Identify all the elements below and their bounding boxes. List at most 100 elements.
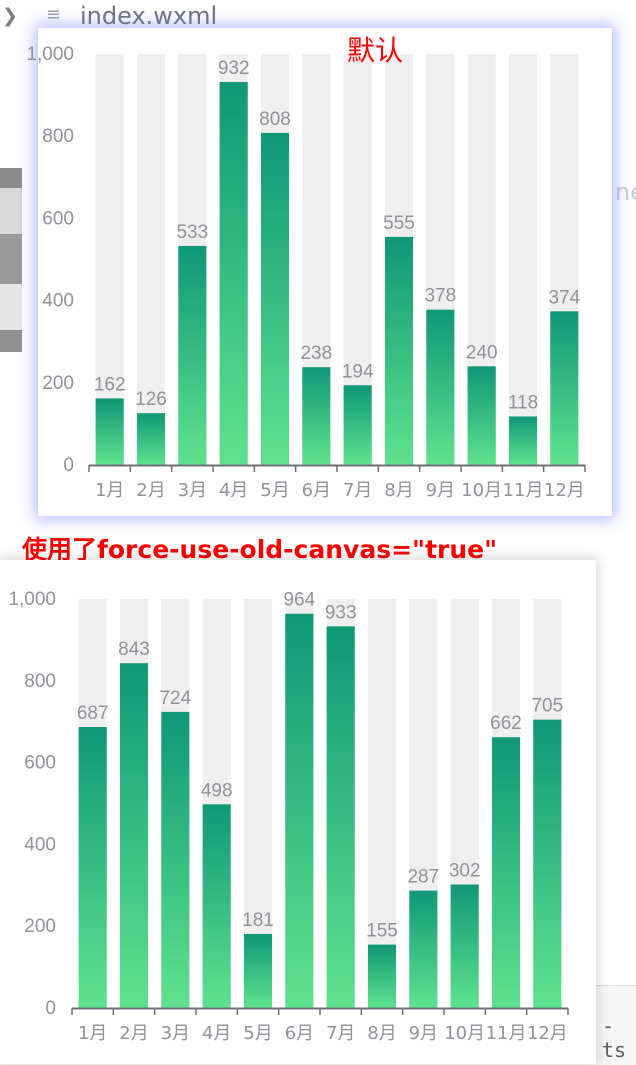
chart-panel-default: 0 200 400 600 800 1,000 162 1月 126 2月 533 3月 932 4月 80… xyxy=(26,28,612,516)
data-label: 932 xyxy=(218,58,250,79)
bottom-panel xyxy=(596,985,636,1065)
data-label: 662 xyxy=(490,713,522,734)
data-label: 555 xyxy=(383,213,415,234)
data-label: 194 xyxy=(342,361,374,382)
data-label: 724 xyxy=(159,688,191,709)
bar-background xyxy=(136,54,166,465)
bar-background xyxy=(95,54,124,465)
x-tick-label: 6月 xyxy=(285,1023,314,1044)
bar[interactable] xyxy=(326,626,355,1008)
data-label: 933 xyxy=(325,602,357,623)
x-tick-label: 2月 xyxy=(136,480,165,501)
x-tick-label: 8月 xyxy=(367,1023,396,1044)
x-tick-label: 11月 xyxy=(503,480,544,501)
data-label: 302 xyxy=(449,860,481,881)
y-tick-label: 400 xyxy=(24,834,56,855)
y-tick-label: 400 xyxy=(42,291,74,312)
x-tick-label: 12月 xyxy=(527,1023,568,1044)
y-tick-label: 600 xyxy=(42,208,74,229)
bar[interactable] xyxy=(78,727,107,1008)
y-tick-label: 200 xyxy=(42,373,74,394)
bar[interactable] xyxy=(136,413,166,465)
bar-chart-old-canvas: 0 200 400 600 800 1,000 687 1月 843 2月 724 3月 498 4月 18… xyxy=(8,589,569,1044)
x-tick-label: 2月 xyxy=(119,1023,148,1044)
terminal-fragment: - ts xyxy=(602,1014,627,1062)
bar-background xyxy=(367,599,397,1008)
y-tick-label: 800 xyxy=(24,671,56,692)
y-tick-label: 1,000 xyxy=(8,589,56,610)
file-lines-icon: ≡ xyxy=(46,4,62,25)
bar[interactable] xyxy=(367,944,397,1008)
x-tick-label: 7月 xyxy=(326,1023,355,1044)
bar[interactable] xyxy=(467,366,496,465)
data-label: 238 xyxy=(300,343,332,364)
x-tick-label: 7月 xyxy=(343,480,372,501)
x-tick-label: 12月 xyxy=(544,480,585,501)
x-tick-label: 11月 xyxy=(486,1023,527,1044)
bar[interactable] xyxy=(491,737,521,1008)
x-tick-label: 5月 xyxy=(260,480,289,501)
data-label: 808 xyxy=(259,109,291,130)
bar[interactable] xyxy=(450,884,479,1008)
bar[interactable] xyxy=(178,245,207,465)
bar[interactable] xyxy=(550,311,579,465)
bar[interactable] xyxy=(243,933,273,1008)
data-label: 964 xyxy=(283,590,315,611)
bar[interactable] xyxy=(202,804,231,1008)
chart-panel-old-canvas: 0 200 400 600 800 1,000 687 1月 843 2月 724 3月 498 4月 18… xyxy=(0,560,596,1064)
x-tick-label: 1月 xyxy=(78,1023,107,1044)
data-label: 705 xyxy=(531,696,563,717)
caption-default: 默认 xyxy=(347,34,404,67)
x-tick-label: 5月 xyxy=(243,1023,272,1044)
bar[interactable] xyxy=(384,236,414,465)
y-tick-label: 1,000 xyxy=(26,44,74,65)
bar[interactable] xyxy=(533,719,562,1008)
bar[interactable] xyxy=(260,132,290,466)
data-label: 533 xyxy=(176,222,208,243)
bar[interactable] xyxy=(95,398,124,465)
data-label: 155 xyxy=(366,921,398,942)
bar[interactable] xyxy=(508,416,538,465)
data-label: 162 xyxy=(94,374,126,395)
x-tick-label: 3月 xyxy=(161,1023,190,1044)
data-label: 118 xyxy=(508,393,538,414)
x-tick-label: 6月 xyxy=(302,480,331,501)
chevron-right-icon[interactable]: ❯ xyxy=(2,5,18,27)
bar[interactable] xyxy=(119,663,149,1008)
file-name[interactable]: index.wxml xyxy=(80,2,218,30)
side-thumbnails xyxy=(0,168,40,356)
x-tick-label: 8月 xyxy=(384,480,413,501)
bar[interactable] xyxy=(285,613,314,1008)
data-label: 378 xyxy=(424,286,456,307)
bar[interactable] xyxy=(161,711,190,1008)
y-tick-label: 0 xyxy=(45,998,56,1019)
y-tick-label: 200 xyxy=(24,916,56,937)
x-tick-label: 10月 xyxy=(444,1023,485,1044)
x-tick-label: 4月 xyxy=(219,480,248,501)
bar[interactable] xyxy=(409,890,438,1008)
bar-background xyxy=(508,54,538,465)
x-tick-label: 1月 xyxy=(95,480,124,501)
caption-old-canvas: 使用了force-use-old-canvas="true" xyxy=(22,535,498,564)
bar[interactable] xyxy=(219,81,248,465)
y-tick-label: 600 xyxy=(24,753,56,774)
data-label: 240 xyxy=(466,342,498,363)
editor-tab[interactable]: ❯ ≡ index.wxml xyxy=(0,0,300,30)
editor-text-fragment: ne xyxy=(615,178,636,206)
y-tick-label: 800 xyxy=(42,126,74,147)
x-tick-label: 9月 xyxy=(426,480,455,501)
bar-chart-default: 0 200 400 600 800 1,000 162 1月 126 2月 533 3月 932 4月 80… xyxy=(26,44,586,501)
x-tick-label: 3月 xyxy=(178,480,207,501)
x-tick-label: 4月 xyxy=(202,1023,231,1044)
data-label: 843 xyxy=(118,639,150,660)
x-tick-label: 10月 xyxy=(461,480,502,501)
bar[interactable] xyxy=(343,385,372,465)
data-label: 126 xyxy=(135,389,167,410)
x-tick-label: 9月 xyxy=(409,1023,438,1044)
bar[interactable] xyxy=(426,309,455,465)
bar[interactable] xyxy=(302,367,331,465)
y-tick-label: 0 xyxy=(63,455,74,476)
data-label: 498 xyxy=(201,780,233,801)
data-label: 287 xyxy=(407,867,439,888)
data-label: 181 xyxy=(242,910,274,931)
